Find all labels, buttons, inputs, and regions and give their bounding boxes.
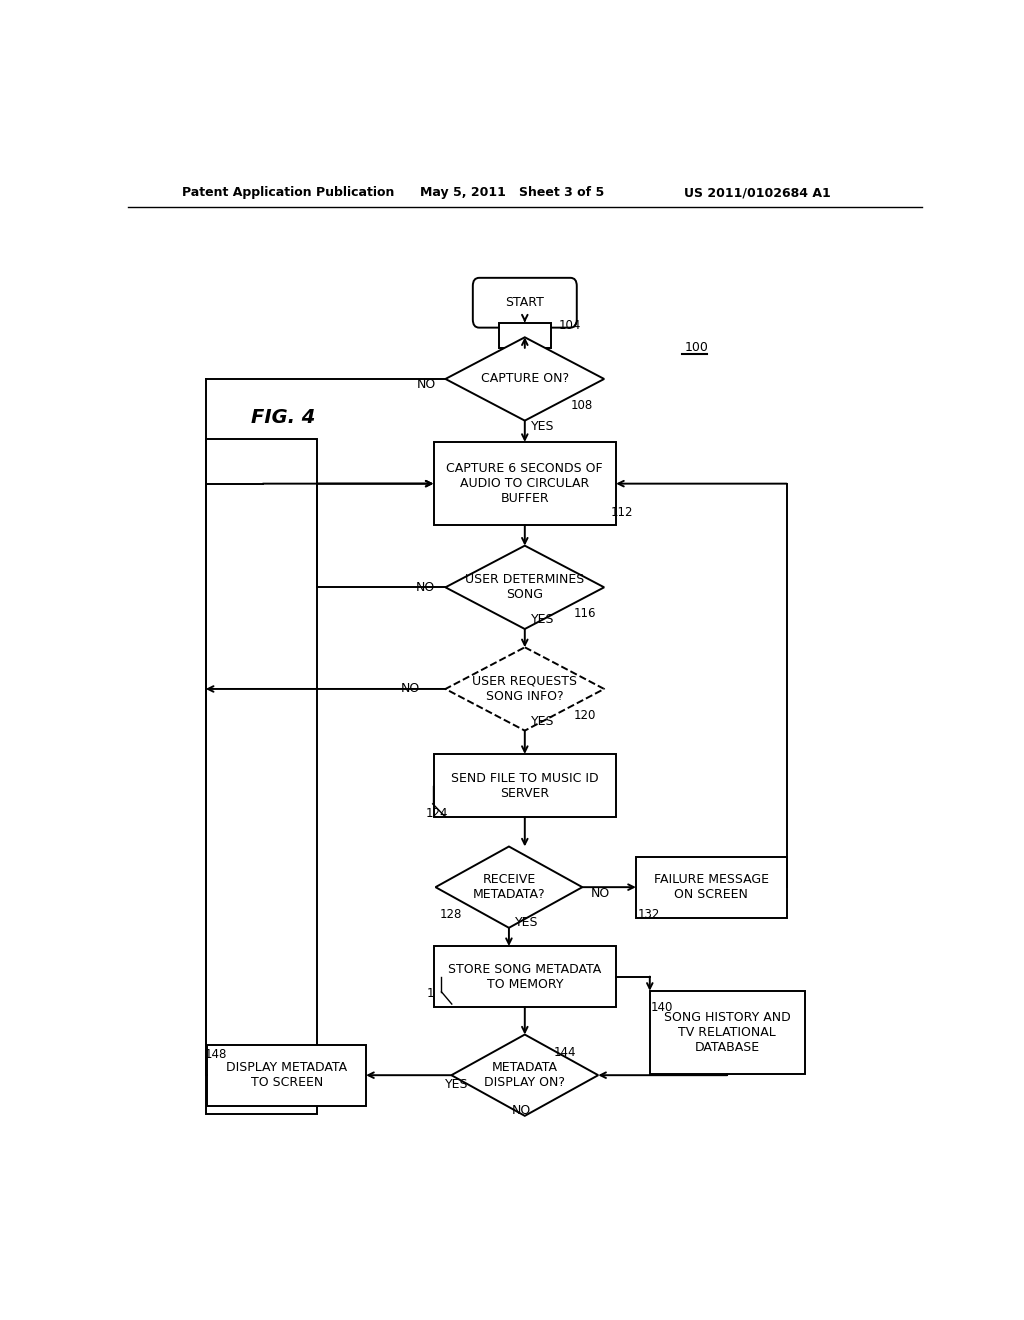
Text: DISPLAY METADATA
TO SCREEN: DISPLAY METADATA TO SCREEN [226, 1061, 347, 1089]
Text: YES: YES [531, 420, 555, 433]
Text: 128: 128 [440, 908, 462, 921]
Polygon shape [445, 545, 604, 630]
Text: YES: YES [531, 614, 555, 627]
Text: STORE SONG METADATA
TO MEMORY: STORE SONG METADATA TO MEMORY [449, 962, 601, 990]
Text: Patent Application Publication: Patent Application Publication [182, 186, 394, 199]
Text: CAPTURE 6 SECONDS OF
AUDIO TO CIRCULAR
BUFFER: CAPTURE 6 SECONDS OF AUDIO TO CIRCULAR B… [446, 462, 603, 506]
Text: 104: 104 [559, 318, 582, 331]
Text: 144: 144 [554, 1047, 577, 1060]
Text: METADATA
DISPLAY ON?: METADATA DISPLAY ON? [484, 1061, 565, 1089]
Text: USER DETERMINES
SONG: USER DETERMINES SONG [465, 573, 585, 602]
Bar [433, 442, 616, 525]
Bar [207, 1044, 367, 1106]
Text: 120: 120 [574, 709, 596, 722]
Text: NO: NO [512, 1105, 531, 1117]
Bar [636, 857, 786, 917]
Bar [206, 440, 316, 1114]
Text: FAILURE MESSAGE
ON SCREEN: FAILURE MESSAGE ON SCREEN [653, 873, 769, 902]
Text: START: START [506, 296, 544, 309]
Text: YES: YES [445, 1078, 469, 1090]
Bar [499, 322, 551, 348]
Polygon shape [445, 338, 604, 421]
Text: 116: 116 [574, 607, 597, 620]
Text: SEND FILE TO MUSIC ID
SERVER: SEND FILE TO MUSIC ID SERVER [451, 771, 599, 800]
Text: 124: 124 [426, 808, 449, 821]
Polygon shape [435, 846, 583, 928]
Text: 148: 148 [205, 1048, 227, 1061]
Bar [433, 946, 616, 1007]
Text: FIG. 4: FIG. 4 [251, 408, 315, 428]
Text: 112: 112 [610, 506, 633, 519]
Text: 100: 100 [685, 341, 709, 354]
Text: 132: 132 [638, 908, 659, 921]
Text: 140: 140 [650, 1001, 673, 1014]
Polygon shape [452, 1035, 598, 1115]
Text: NO: NO [591, 887, 610, 900]
Text: May 5, 2011   Sheet 3 of 5: May 5, 2011 Sheet 3 of 5 [420, 186, 604, 199]
Text: SONG HISTORY AND
TV RELATIONAL
DATABASE: SONG HISTORY AND TV RELATIONAL DATABASE [664, 1011, 791, 1053]
Text: NO: NO [417, 378, 436, 391]
Text: US 2011/0102684 A1: US 2011/0102684 A1 [684, 186, 830, 199]
Text: 108: 108 [570, 399, 593, 412]
Text: NO: NO [416, 581, 434, 594]
Text: USER REQUESTS
SONG INFO?: USER REQUESTS SONG INFO? [472, 675, 578, 704]
Bar [650, 991, 805, 1074]
Text: NO: NO [401, 682, 420, 696]
Text: CAPTURE ON?: CAPTURE ON? [480, 372, 569, 385]
Text: RECEIVE
METADATA?: RECEIVE METADATA? [473, 873, 545, 902]
Bar [433, 754, 616, 817]
FancyBboxPatch shape [473, 277, 577, 327]
Text: YES: YES [515, 916, 539, 929]
Text: YES: YES [531, 715, 555, 729]
Text: 136: 136 [426, 987, 449, 1001]
